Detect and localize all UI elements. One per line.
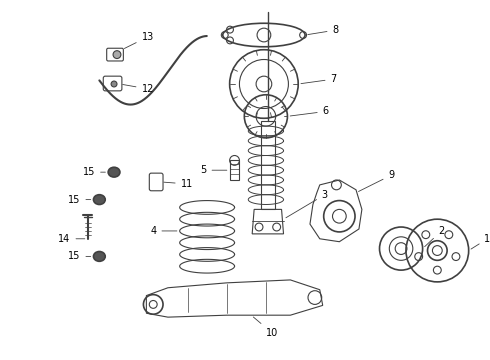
Text: 9: 9: [359, 170, 394, 192]
Text: 12: 12: [122, 84, 154, 94]
Text: 15: 15: [83, 167, 105, 177]
Text: 7: 7: [301, 74, 337, 84]
Text: 6: 6: [290, 107, 329, 116]
Bar: [261, 121, 275, 210]
Circle shape: [111, 81, 117, 87]
Text: 8: 8: [308, 25, 339, 35]
Text: 5: 5: [200, 165, 227, 175]
Ellipse shape: [94, 195, 105, 204]
Text: 11: 11: [164, 179, 193, 189]
Text: 1: 1: [471, 234, 490, 249]
Circle shape: [113, 51, 121, 59]
Text: 14: 14: [58, 234, 85, 244]
Ellipse shape: [108, 167, 120, 177]
Text: 10: 10: [253, 317, 278, 338]
Text: 15: 15: [68, 195, 91, 204]
Bar: [230, 161, 240, 180]
Text: 4: 4: [150, 226, 177, 236]
Text: 15: 15: [68, 251, 91, 261]
Text: 2: 2: [425, 226, 444, 247]
Text: 3: 3: [286, 190, 328, 218]
Ellipse shape: [94, 252, 105, 261]
Text: 13: 13: [124, 32, 154, 49]
